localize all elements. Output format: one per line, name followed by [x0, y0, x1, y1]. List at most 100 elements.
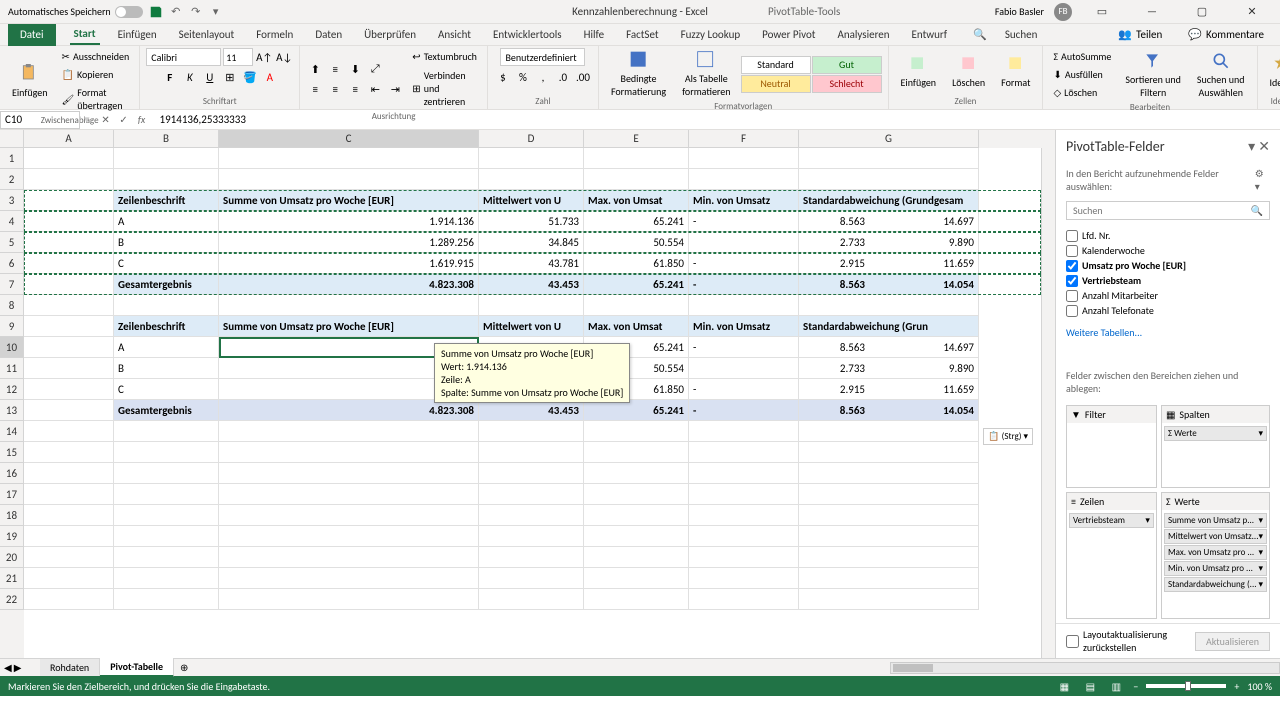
field-item[interactable]: Kalenderwoche [1066, 243, 1270, 258]
pivot-options-icon[interactable]: ▾ [1248, 138, 1255, 155]
border-button[interactable]: ⊞ [221, 68, 239, 86]
pivot-filter-area[interactable]: ▼ Filter [1066, 405, 1157, 488]
qat-more-icon[interactable]: ▾ [209, 5, 223, 19]
align-left-icon[interactable]: ≡ [306, 80, 324, 98]
defer-layout-checkbox[interactable] [1066, 635, 1079, 648]
enter-icon[interactable]: ✓ [116, 112, 132, 128]
row-header[interactable]: 11 [0, 358, 24, 379]
align-center-icon[interactable]: ≡ [326, 80, 344, 98]
vertical-scrollbar[interactable] [1041, 148, 1055, 658]
row-header[interactable]: 7 [0, 274, 24, 295]
font-color-button[interactable]: A [261, 68, 279, 86]
ribbon-options-icon[interactable]: ▭ [1082, 0, 1122, 24]
field-item[interactable]: Anzahl Mitarbeiter [1066, 288, 1270, 303]
pagelayout-view-icon[interactable]: ▤ [1081, 679, 1099, 693]
row-header[interactable]: 10 [0, 337, 24, 358]
row-header[interactable]: 4 [0, 211, 24, 232]
col-header[interactable]: G [799, 130, 979, 148]
pivot-search-input[interactable] [1073, 204, 1251, 217]
inc-decimal-icon[interactable]: .0 [554, 68, 572, 86]
copy-button[interactable]: 📋 Kopieren [58, 66, 134, 83]
row-header[interactable]: 1 [0, 148, 24, 169]
sheet-tab[interactable]: Rohdaten [40, 659, 100, 676]
indent-inc-icon[interactable]: ⇥ [386, 80, 404, 98]
row-header[interactable]: 5 [0, 232, 24, 253]
row-header[interactable]: 6 [0, 253, 24, 274]
tab-developer[interactable]: Entwicklertools [489, 25, 566, 44]
row-header[interactable]: 20 [0, 547, 24, 568]
pivot-header[interactable]: Zeilenbeschrift [114, 316, 219, 337]
comma-icon[interactable]: , [534, 68, 552, 86]
col-header[interactable]: F [689, 130, 799, 148]
zoom-slider[interactable] [1146, 684, 1226, 688]
tab-insert[interactable]: Einfügen [114, 25, 161, 44]
align-bottom-icon[interactable]: ⬇ [346, 60, 364, 78]
conditional-format-button[interactable]: Bedingte Formatierung [605, 48, 672, 100]
currency-icon[interactable]: $ [494, 68, 512, 86]
style-good[interactable]: Gut [812, 56, 882, 74]
maximize-icon[interactable]: ▢ [1182, 0, 1222, 24]
align-right-icon[interactable]: ≡ [346, 80, 364, 98]
clear-button[interactable]: ◇ Löschen [1049, 84, 1115, 101]
field-item[interactable]: Vertriebsteam [1066, 273, 1270, 288]
italic-button[interactable]: K [181, 68, 199, 86]
tab-fuzzy[interactable]: Fuzzy Lookup [677, 25, 745, 44]
tab-factset[interactable]: FactSet [622, 25, 663, 44]
col-header[interactable]: B [114, 130, 219, 148]
search[interactable]: Suchen [1001, 25, 1042, 44]
tab-pagelayout[interactable]: Seitenlayout [175, 25, 239, 44]
merge-button[interactable]: ⊞ Verbinden und zentrieren [408, 67, 481, 110]
fill-button[interactable]: ⬇ Ausfüllen [1049, 66, 1115, 83]
font-size-combo[interactable] [223, 48, 253, 66]
area-item[interactable]: Min. von Umsatz pro ...▾ [1164, 561, 1267, 576]
minimize-icon[interactable]: — [1132, 0, 1172, 24]
pivot-search-box[interactable]: 🔍 [1066, 201, 1270, 220]
row-header[interactable]: 14 [0, 421, 24, 442]
font-name-combo[interactable] [146, 48, 221, 66]
pivot-layout-icon[interactable]: ⚙ ▾ [1255, 167, 1270, 193]
bold-button[interactable]: F [161, 68, 179, 86]
select-all-corner[interactable] [0, 130, 24, 148]
increase-font-icon[interactable]: A↑ [255, 48, 273, 66]
number-format-combo[interactable] [500, 48, 585, 66]
close-icon[interactable]: ✕ [1232, 0, 1272, 24]
redo-icon[interactable]: ↷ [189, 5, 203, 19]
tab-data[interactable]: Daten [311, 25, 346, 44]
row-header[interactable]: 22 [0, 589, 24, 610]
zoom-level[interactable]: 100 % [1247, 680, 1272, 693]
tab-analyze[interactable]: Analysieren [833, 25, 893, 44]
align-middle-icon[interactable]: ≡ [326, 60, 344, 78]
formula-input[interactable]: 1914136,25333333 [154, 113, 1280, 126]
row-header[interactable]: 15 [0, 442, 24, 463]
fx-icon[interactable]: fx [134, 112, 150, 128]
row-header[interactable]: 17 [0, 484, 24, 505]
field-item[interactable]: Umsatz pro Woche [EUR] [1066, 258, 1270, 273]
row-header[interactable]: 9 [0, 316, 24, 337]
paste-options-button[interactable]: 📋 (Strg) ▾ [983, 428, 1033, 445]
pivot-header[interactable]: Zeilenbeschrift [114, 190, 219, 211]
horizontal-scrollbar[interactable] [890, 662, 1280, 674]
cells-grid[interactable]: Zeilenbeschrift Summe von Umsatz pro Woc… [24, 148, 1041, 658]
align-top-icon[interactable]: ⬆ [306, 60, 324, 78]
update-button[interactable]: Aktualisieren [1195, 632, 1270, 651]
col-header[interactable]: E [584, 130, 689, 148]
row-header[interactable]: 18 [0, 505, 24, 526]
tab-start[interactable]: Start [70, 24, 100, 45]
paste-button[interactable]: Einfügen [6, 62, 54, 101]
row-header[interactable]: 21 [0, 568, 24, 589]
field-item[interactable]: Anzahl Telefonate [1066, 303, 1270, 318]
row-header[interactable]: 2 [0, 169, 24, 190]
row-header[interactable]: 12 [0, 379, 24, 400]
zoom-in-icon[interactable]: + [1234, 680, 1239, 693]
orientation-icon[interactable]: ⤢ [366, 60, 384, 78]
insert-cells-button[interactable]: Einfügen [895, 52, 943, 91]
zoom-out-icon[interactable]: − [1133, 680, 1138, 693]
tab-powerpivot[interactable]: Power Pivot [758, 25, 819, 44]
tab-review[interactable]: Überprüfen [360, 25, 420, 44]
autosave-toggle[interactable]: Automatisches Speichern [8, 5, 143, 18]
save-icon[interactable] [149, 5, 163, 19]
format-painter-button[interactable]: 🖌 Format übertragen [58, 84, 134, 114]
fill-color-button[interactable]: 🪣 [241, 68, 259, 86]
tab-design[interactable]: Entwurf [908, 25, 952, 44]
comments-button[interactable]: 💬 Kommentare [1180, 26, 1272, 43]
